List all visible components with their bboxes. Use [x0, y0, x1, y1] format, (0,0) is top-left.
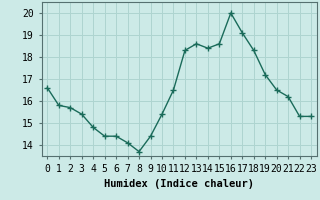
- X-axis label: Humidex (Indice chaleur): Humidex (Indice chaleur): [104, 179, 254, 189]
